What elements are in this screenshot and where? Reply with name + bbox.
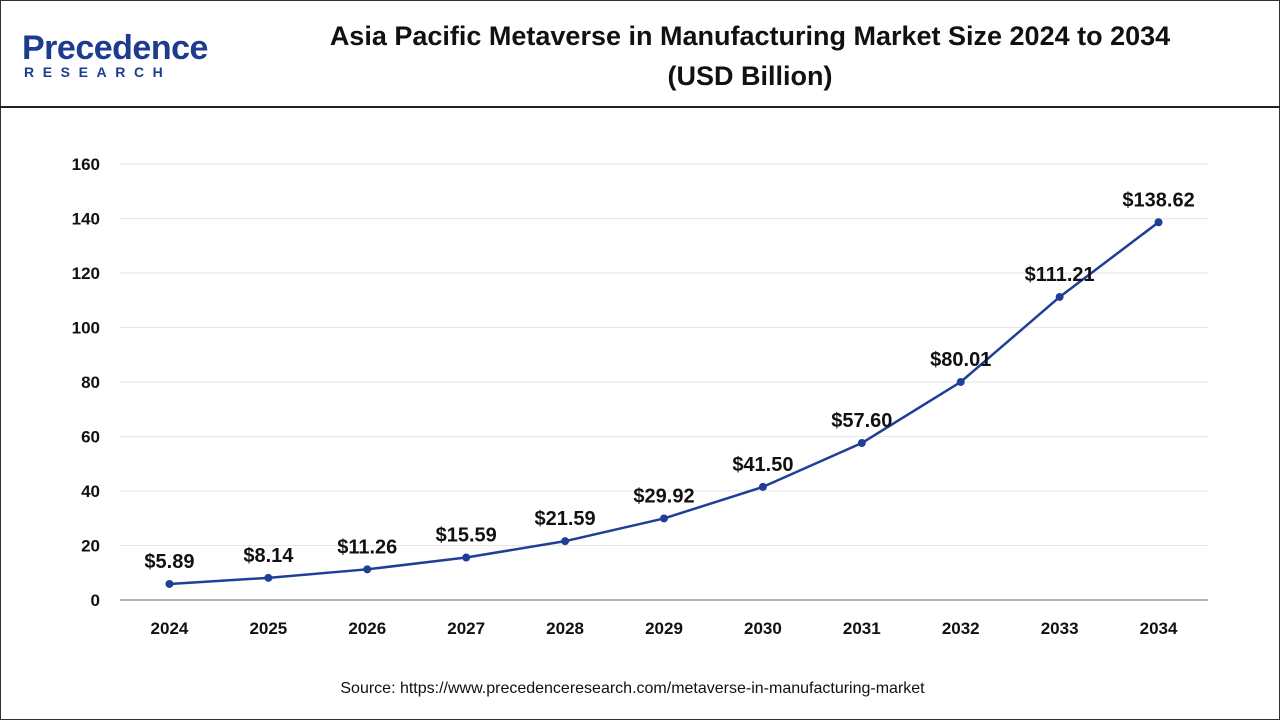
x-tick-label: 2028 xyxy=(546,619,584,638)
chart-title-line2: (USD Billion) xyxy=(667,61,833,91)
header: Precedence RESEARCH Asia Pacific Metaver… xyxy=(0,0,1280,108)
data-label: $8.14 xyxy=(243,545,294,567)
data-point xyxy=(264,573,273,582)
data-label: $5.89 xyxy=(144,551,194,573)
x-tick-label: 2030 xyxy=(744,619,782,638)
chart-title: Asia Pacific Metaverse in Manufacturing … xyxy=(250,16,1250,96)
y-tick-label: 40 xyxy=(81,482,100,501)
logo-wordmark: Precedence xyxy=(22,29,208,67)
y-tick-label: 100 xyxy=(72,319,100,338)
data-label: $21.59 xyxy=(535,508,596,530)
y-tick-label: 20 xyxy=(81,537,100,556)
data-labels: $5.89 $8.14 $11.26 $15.59 $21.59 $29.92 $41.50… xyxy=(144,189,1194,573)
logo-subtext: RESEARCH xyxy=(24,64,172,80)
data-label: $41.50 xyxy=(732,454,793,476)
line-chart: 0 20 40 60 80 100 120 140 160 2024 2025 2026 2027 202… xyxy=(72,155,1208,638)
data-point xyxy=(956,377,965,386)
chart-title-line1: Asia Pacific Metaverse in Manufacturing … xyxy=(329,21,1171,51)
y-tick-label: 120 xyxy=(72,264,100,283)
data-label: $138.62 xyxy=(1122,189,1194,211)
x-tick-label: 2025 xyxy=(249,619,287,638)
gridlines xyxy=(120,163,1208,546)
data-point xyxy=(1055,292,1064,301)
data-point xyxy=(363,565,372,574)
x-tick-label: 2024 xyxy=(151,619,189,638)
x-tick-label: 2027 xyxy=(447,619,485,638)
x-tick-label: 2032 xyxy=(942,619,980,638)
data-point xyxy=(165,579,174,588)
data-point xyxy=(1154,218,1163,227)
x-tick-label: 2034 xyxy=(1140,619,1178,638)
series-line xyxy=(169,221,1160,586)
data-point xyxy=(758,482,767,491)
data-point xyxy=(857,439,866,448)
y-tick-label: 0 xyxy=(91,591,100,610)
data-point xyxy=(462,553,471,562)
data-label: $15.59 xyxy=(436,525,497,547)
x-tick-label: 2029 xyxy=(645,619,683,638)
data-label: $11.26 xyxy=(337,536,397,558)
data-label: $29.92 xyxy=(633,485,694,507)
y-tick-label: 80 xyxy=(81,373,100,392)
data-point xyxy=(561,537,570,546)
y-tick-label: 140 xyxy=(72,210,100,229)
data-label: $57.60 xyxy=(831,410,892,432)
data-label: $111.21 xyxy=(1025,264,1095,286)
precedence-research-logo: Precedence RESEARCH xyxy=(22,30,222,86)
source-note: Source: https://www.precedenceresearch.c… xyxy=(340,680,925,697)
x-tick-label: 2033 xyxy=(1041,619,1079,638)
x-tick-label: 2031 xyxy=(843,619,881,638)
x-tick-label: 2026 xyxy=(348,619,386,638)
data-series xyxy=(165,218,1163,588)
y-tick-label: 60 xyxy=(81,428,100,447)
axes: 0 20 40 60 80 100 120 140 160 2024 2025 2026 2027 202… xyxy=(72,155,1208,638)
data-point xyxy=(660,514,668,523)
y-tick-label: 160 xyxy=(72,155,100,174)
data-label: $80.01 xyxy=(930,349,991,371)
